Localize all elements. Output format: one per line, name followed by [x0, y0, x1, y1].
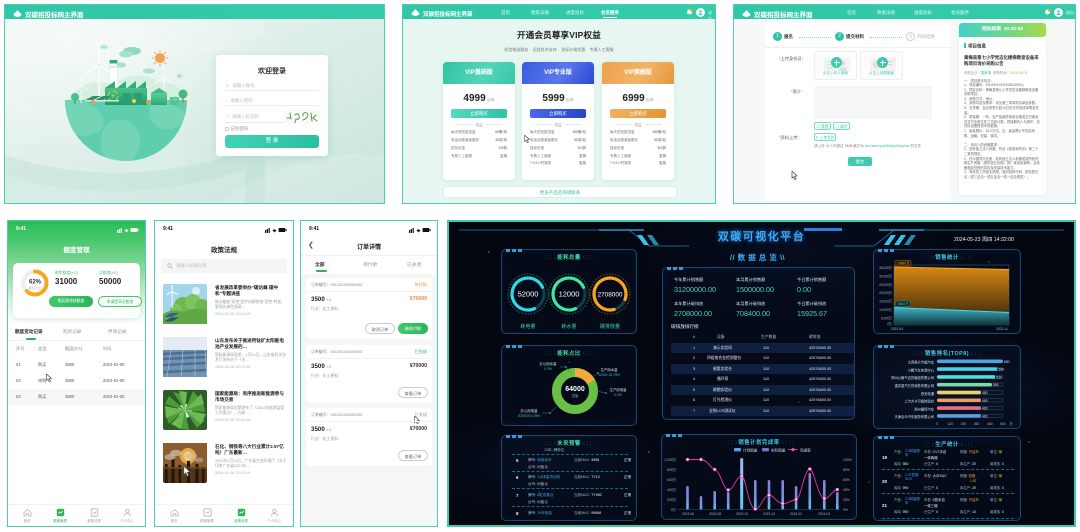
svg-text:2023-10: 2023-10: [736, 512, 748, 516]
svg-text:52000 81.25%: 52000 81.25%: [518, 414, 540, 418]
svg-text:52000: 52000: [518, 290, 539, 299]
svg-text:600万: 600万: [667, 478, 677, 482]
svg-text:0%: 0%: [843, 508, 848, 512]
svg-text:600: 600: [1004, 360, 1010, 364]
svg-text:360: 360: [974, 422, 980, 426]
svg-text:2024-02: 2024-02: [790, 512, 802, 516]
svg-text:万: 万: [1009, 422, 1013, 426]
svg-text:550: 550: [999, 368, 1005, 372]
svg-text:8842万: 8842万: [898, 302, 909, 306]
svg-text:64000: 64000: [565, 386, 585, 393]
svg-text:80%: 80%: [843, 468, 850, 472]
svg-text:120: 120: [947, 422, 953, 426]
svg-text:40%: 40%: [843, 488, 850, 492]
svg-text:0万: 0万: [671, 508, 677, 512]
svg-text:480: 480: [987, 422, 993, 426]
svg-text:400: 400: [982, 391, 988, 395]
svg-text:郑州福特汽车: 郑州福特汽车: [914, 406, 934, 411]
svg-text:2022-04: 2022-04: [891, 327, 903, 331]
svg-text:500: 500: [993, 383, 999, 387]
svg-text:400万: 400万: [667, 488, 677, 492]
svg-text:5,000万: 5,000万: [881, 316, 892, 320]
svg-text:计划销量: 计划销量: [743, 447, 758, 452]
svg-text:2023-11: 2023-11: [996, 327, 1008, 331]
svg-text:小鹏汽车体验中心: 小鹏汽车体验中心: [908, 367, 935, 372]
svg-text:15,000万: 15,000万: [879, 300, 892, 304]
svg-text:400: 400: [982, 414, 988, 418]
svg-text:办公用电量: 办公用电量: [521, 408, 539, 413]
svg-text:25,000万: 25,000万: [879, 283, 892, 287]
svg-text:30,000万: 30,000万: [879, 274, 892, 278]
svg-text:完成率: 完成率: [800, 447, 811, 452]
svg-text:20%: 20%: [843, 498, 850, 502]
svg-text:大连奥大节能汽车: 大连奥大节能汽车: [908, 360, 935, 365]
svg-text:耗水量: 耗水量: [561, 323, 576, 330]
svg-text:0 0%: 0 0%: [544, 367, 552, 371]
svg-text:19880万: 19880万: [897, 262, 910, 266]
svg-text:800万: 800万: [667, 468, 677, 472]
svg-text:耗电量: 耗电量: [520, 323, 535, 330]
svg-text:剩余百分比: 剩余百分比: [29, 286, 42, 290]
svg-text:240: 240: [961, 422, 967, 426]
svg-text:0: 0: [936, 422, 938, 426]
svg-text:1,000万: 1,000万: [664, 458, 676, 462]
svg-text:郑州公输气百货输送有限公司: 郑州公输气百货输送有限公司: [891, 375, 934, 380]
svg-text:重庆重汽万货销售有限公司: 重庆重汽万货销售有限公司: [894, 383, 934, 388]
svg-text:2024-04: 2024-04: [818, 512, 830, 516]
svg-text:20,000万: 20,000万: [879, 291, 892, 295]
svg-text:办公用水量: 办公用水量: [540, 361, 558, 366]
svg-text:200万: 200万: [667, 498, 677, 502]
svg-text:10,000万: 10,000万: [879, 308, 892, 312]
svg-text:400: 400: [982, 407, 988, 411]
svg-text:60%: 60%: [843, 478, 850, 482]
svg-text:上汽大众可视检验台: 上汽大众可视检验台: [904, 399, 934, 404]
svg-text:天津合众汽车服务有限公司: 天津合众汽车服务有限公司: [894, 414, 934, 419]
svg-text:0万: 0万: [887, 322, 892, 326]
svg-text:2023-06: 2023-06: [682, 512, 694, 516]
svg-text:62%: 62%: [29, 280, 42, 286]
svg-text:35,000万: 35,000万: [879, 266, 892, 270]
svg-text:西安电通: 西安电通: [921, 391, 935, 396]
svg-text:530: 530: [996, 375, 1002, 379]
svg-text:碳排放量: 碳排放量: [600, 323, 620, 330]
svg-text:生产用水量: 生产用水量: [601, 367, 619, 372]
svg-text:总量: 总量: [572, 393, 579, 398]
svg-text:2708000: 2708000: [598, 292, 623, 299]
svg-text:600: 600: [1000, 422, 1006, 426]
svg-text:0 0%: 0 0%: [614, 393, 622, 397]
svg-text:12000: 12000: [559, 290, 580, 299]
svg-text:12000 18.75%: 12000 18.75%: [598, 373, 620, 377]
svg-text:2023-08: 2023-08: [709, 512, 721, 516]
svg-text:2023-12: 2023-12: [763, 512, 775, 516]
svg-text:生产用电量: 生产用电量: [610, 387, 628, 392]
svg-text:实际销量: 实际销量: [771, 447, 786, 452]
svg-text:400: 400: [982, 399, 988, 403]
svg-text:100%: 100%: [843, 458, 852, 462]
